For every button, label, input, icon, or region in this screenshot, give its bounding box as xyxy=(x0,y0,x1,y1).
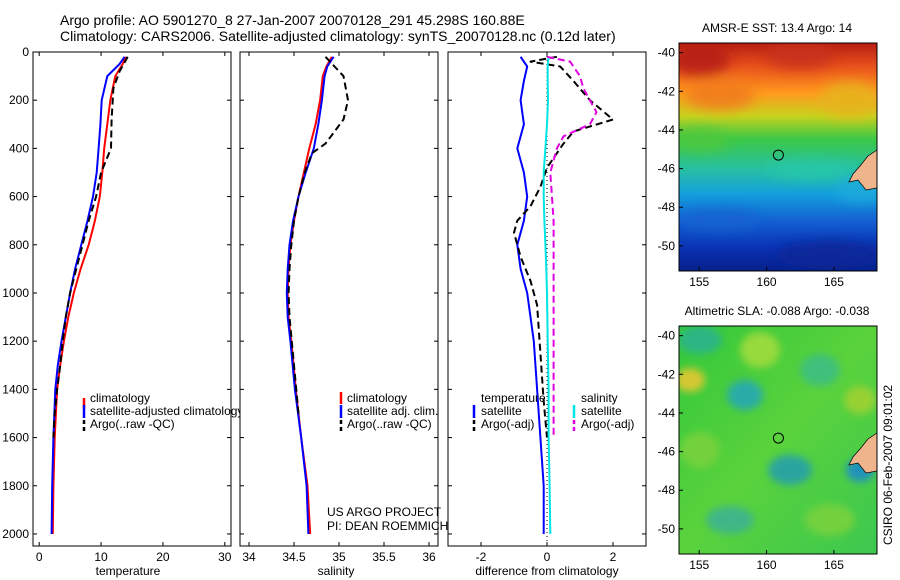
series-line-argo-adj xyxy=(546,55,598,438)
coastline-sst xyxy=(848,149,877,191)
y-tick-label: 1400 xyxy=(2,382,29,396)
project-label: US ARGO PROJECT xyxy=(327,505,442,519)
difference-xlabel: difference from climatology xyxy=(475,564,618,578)
series-line-argo-adj xyxy=(513,55,614,438)
legend-label-satellite: satellite-adjusted climatology xyxy=(90,404,243,418)
map-x-tick-label: 165 xyxy=(824,558,844,572)
series-line-satellite-adj-clim xyxy=(285,56,335,535)
x-tick-label: 30 xyxy=(218,550,232,564)
legend-title-temperature: temperature xyxy=(481,391,546,405)
series-line-argo-raw-qc xyxy=(287,56,349,414)
sst-axes-box xyxy=(678,42,878,272)
legend-label-argo: Argo(..raw -QC) xyxy=(347,417,432,431)
legend-label-climatology: climatology xyxy=(347,391,407,405)
temperature-legend: climatology satellite-adjusted climatolo… xyxy=(82,391,243,432)
x-tick-label: 10 xyxy=(94,550,108,564)
map-y-tick-label: -44 xyxy=(658,123,676,137)
y-tick-label: 400 xyxy=(9,141,29,155)
series-line-satellite xyxy=(542,56,552,535)
x-tick-label: 34.5 xyxy=(282,550,306,564)
map-y-tick-label: -50 xyxy=(658,522,676,536)
y-tick-label: 1800 xyxy=(2,479,29,493)
x-tick-label: 0 xyxy=(544,550,551,564)
legend-label-sal-argo: Argo(-adj) xyxy=(581,417,634,431)
legend-label-temp-argo: Argo(-adj) xyxy=(481,417,534,431)
map-y-tick-label: -42 xyxy=(658,367,676,381)
legend-label-temp-satellite: satellite xyxy=(481,404,522,418)
map-y-tick-label: -48 xyxy=(658,200,676,214)
map-y-tick-label: -40 xyxy=(658,46,676,60)
figure-title-line-2: Climatology: CARS2006. Satellite-adjuste… xyxy=(60,28,616,44)
sla-axes-box xyxy=(678,325,878,555)
legend-label-satellite: satellite adj. clim. xyxy=(347,404,438,418)
sst-map-panel: AMSR-E SST: 13.4 Argo: 14 155 160 165 -40 -4… xyxy=(658,21,878,289)
x-tick-label: 0 xyxy=(36,550,43,564)
float-location-marker xyxy=(772,149,784,161)
x-tick-label: 35 xyxy=(332,550,346,564)
coastline-sla xyxy=(848,432,877,474)
series-line-satellite xyxy=(516,56,545,534)
credit-timestamp: CSIRO 06-Feb-2007 09:01:02 xyxy=(881,385,895,545)
float-location-marker xyxy=(772,432,784,444)
map-x-tick-label: 165 xyxy=(824,275,844,289)
salinity-legend: climatology satellite adj. clim. Argo(..… xyxy=(339,391,438,432)
y-tick-label: 800 xyxy=(9,238,29,252)
sla-map-title: Altimetric SLA: -0.088 Argo: -0.038 xyxy=(685,304,870,318)
map-y-tick-label: -40 xyxy=(658,329,676,343)
x-tick-label: 35.5 xyxy=(372,550,396,564)
map-y-tick-label: -42 xyxy=(658,84,676,98)
legend-label-sal-satellite: satellite xyxy=(581,404,622,418)
sst-field xyxy=(679,43,877,271)
figure-title-line-1: Argo profile: AO 5901270_8 27-Jan-2007 2… xyxy=(60,12,525,28)
map-y-tick-label: -48 xyxy=(658,483,676,497)
map-y-tick-label: -46 xyxy=(658,162,676,176)
legend-title-salinity: salinity xyxy=(581,391,618,405)
y-tick-label: 2000 xyxy=(2,527,29,541)
map-y-tick-label: -46 xyxy=(658,445,676,459)
temperature-axes-box xyxy=(32,51,232,547)
pi-label: PI: DEAN ROEMMICH xyxy=(327,519,448,533)
y-tick-label: 1000 xyxy=(2,286,29,300)
y-tick-label: 1600 xyxy=(2,431,29,445)
map-x-tick-label: 155 xyxy=(689,275,709,289)
map-x-tick-label: 160 xyxy=(757,275,777,289)
series-line-satellite-adjusted-climatology xyxy=(50,56,126,535)
difference-panel: -2 0 2 temperature salinity satellite Argo… xyxy=(447,51,647,578)
legend-label-argo: Argo(..raw -QC) xyxy=(90,417,175,431)
salinity-axes-box xyxy=(239,51,439,547)
salinity-panel: 34 34.5 35 35.5 36 climatology satellite adj… xyxy=(239,51,448,578)
temperature-xlabel: temperature xyxy=(96,564,161,578)
series-line-argo-raw-qc xyxy=(52,56,129,438)
x-tick-label: -2 xyxy=(476,550,487,564)
y-tick-label: 1200 xyxy=(2,334,29,348)
map-y-tick-label: -44 xyxy=(658,406,676,420)
temperature-panel: 0 10 20 30 0 200 400 600 800 1000 1200 1400 1600 1800… xyxy=(2,45,243,578)
x-tick-label: 2 xyxy=(610,550,617,564)
map-y-tick-label: -50 xyxy=(658,239,676,253)
sst-map-title: AMSR-E SST: 13.4 Argo: 14 xyxy=(702,21,852,35)
sla-map-panel: Altimetric SLA: -0.088 Argo: -0.038 155 1… xyxy=(658,304,878,572)
y-tick-label: 200 xyxy=(9,93,29,107)
sla-field xyxy=(679,326,877,554)
x-tick-label: 34 xyxy=(242,550,256,564)
map-x-tick-label: 160 xyxy=(757,558,777,572)
difference-legend: temperature salinity satellite Argo(-adj… xyxy=(472,391,634,432)
x-tick-label: 20 xyxy=(156,550,170,564)
y-tick-label: 600 xyxy=(9,190,29,204)
y-tick-label: 0 xyxy=(22,45,29,59)
legend-label-climatology: climatology xyxy=(90,391,150,405)
salinity-xlabel: salinity xyxy=(318,564,355,578)
map-x-tick-label: 155 xyxy=(689,558,709,572)
x-tick-label: 36 xyxy=(422,550,436,564)
